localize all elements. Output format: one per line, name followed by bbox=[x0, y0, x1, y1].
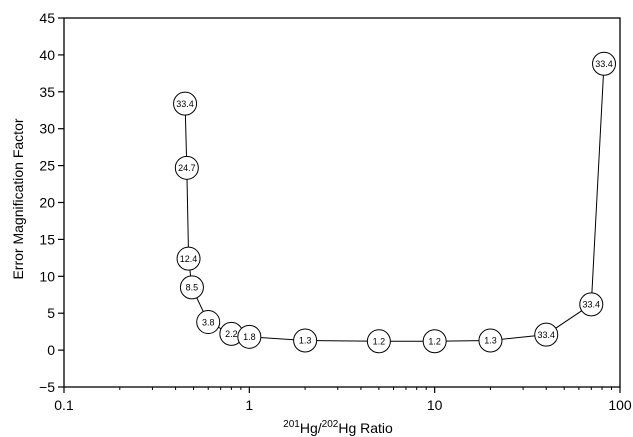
x-tick-label: 1 bbox=[245, 397, 253, 413]
x-axis-title: 201Hg/202Hg Ratio bbox=[283, 419, 393, 436]
x-tick-label: 10 bbox=[427, 397, 443, 413]
y-tick-label: 30 bbox=[39, 121, 55, 137]
y-tick-label: 0 bbox=[47, 342, 55, 358]
data-point-label: 33.4 bbox=[583, 300, 601, 310]
data-point bbox=[478, 328, 503, 353]
y-tick-label: 15 bbox=[39, 231, 55, 247]
data-point-label: 2.2 bbox=[225, 329, 238, 339]
data-point bbox=[592, 51, 617, 76]
data-point-label: 12.4 bbox=[180, 254, 198, 264]
y-tick-label: 45 bbox=[39, 10, 55, 26]
x-tick-label: 100 bbox=[608, 397, 632, 413]
data-point-label: 24.7 bbox=[178, 163, 196, 173]
series-line bbox=[184, 63, 605, 342]
x-axis-title-part-2: Hg Ratio bbox=[338, 420, 393, 436]
y-tick-label: 25 bbox=[39, 158, 55, 174]
data-point bbox=[176, 246, 201, 271]
data-point bbox=[579, 292, 604, 317]
y-tick-label: 5 bbox=[47, 305, 55, 321]
y-tick-label: −5 bbox=[39, 379, 55, 395]
y-tick-label: 35 bbox=[39, 84, 55, 100]
data-point bbox=[293, 328, 318, 353]
data-point bbox=[179, 275, 204, 300]
data-point-label: 33.4 bbox=[176, 99, 194, 109]
data-point-label: 1.3 bbox=[484, 336, 497, 346]
y-tick-label: 20 bbox=[39, 195, 55, 211]
y-tick-label: 40 bbox=[39, 47, 55, 63]
data-point bbox=[174, 155, 199, 180]
data-point-label: 1.3 bbox=[299, 336, 312, 346]
y-tick-label: 10 bbox=[39, 268, 55, 284]
data-point-label: 8.5 bbox=[186, 283, 199, 293]
x-axis-title-sup-2: 202 bbox=[322, 419, 339, 430]
data-point-label: 33.4 bbox=[537, 330, 555, 340]
data-point bbox=[173, 91, 198, 116]
data-point bbox=[534, 322, 559, 347]
data-point-label: 1.2 bbox=[428, 336, 441, 346]
plot-area: −5 0 5 10 15 20 25 30 35 40 45 0.1 1 10 100 33.4 24.7 12.… bbox=[39, 10, 632, 413]
x-axis-title-sup-1: 201 bbox=[283, 419, 300, 430]
y-axis-title: Error Magnification Factor bbox=[10, 118, 26, 279]
data-point-label: 3.8 bbox=[202, 317, 215, 327]
data-point bbox=[366, 329, 391, 354]
x-tick-label: 0.1 bbox=[54, 397, 74, 413]
data-point-label: 33.4 bbox=[595, 59, 613, 69]
data-point-label: 1.8 bbox=[243, 332, 256, 342]
data-point-label: 1.2 bbox=[373, 336, 386, 346]
data-point bbox=[196, 310, 221, 335]
x-axis-title-part-1: Hg/ bbox=[300, 420, 322, 436]
data-point bbox=[422, 329, 447, 354]
data-point bbox=[237, 324, 262, 349]
